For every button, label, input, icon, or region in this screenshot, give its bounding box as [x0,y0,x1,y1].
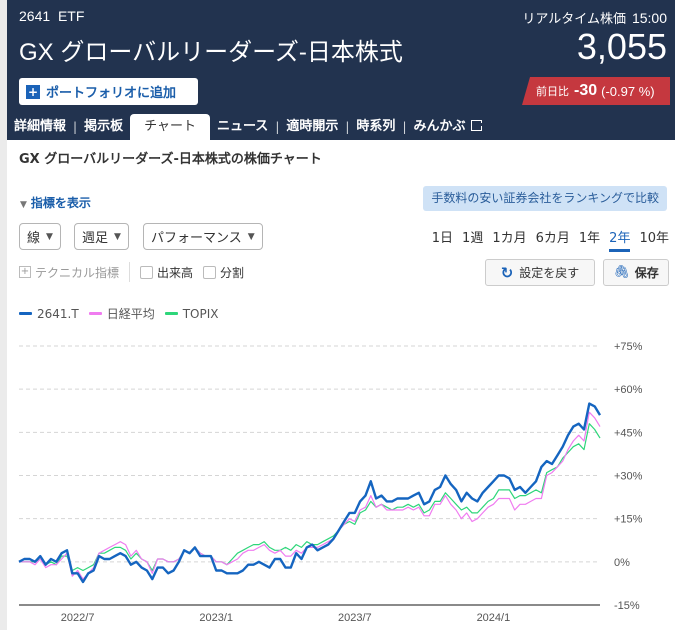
chart-type-select[interactable]: 線 ▼ [19,223,61,250]
stock-name: GX グローバルリーダーズ-日本株式 [19,39,403,66]
caret-down-icon: ▼ [247,231,255,242]
performance-chart[interactable]: +75% +60% +45% +30% +15% 0% -15% 2022/7 2023/1 20… [7,330,675,630]
range-10y[interactable]: 10年 [639,231,669,246]
caret-down-icon: ▼ [46,231,53,242]
range-1w[interactable]: 1週 [462,231,484,246]
legend-swatch [88,312,102,315]
reset-label: 設定を戻す [519,266,580,280]
legend-swatch [19,312,32,315]
tab-news[interactable]: ニュース [216,119,269,134]
range-selector: 1日 1週 1カ月 6カ月 1年 2年 10年 [431,227,669,252]
paperclip-icon: 🖇 [613,265,630,280]
range-1y[interactable]: 1年 [578,231,601,246]
broker-ranking-button[interactable]: 手数料の安い証券会社をランキングで比較 [423,186,667,211]
range-1d[interactable]: 1日 [431,231,454,246]
add-portfolio-button[interactable]: + ポートフォリオに追加 [19,78,198,105]
refresh-icon: ↻ [500,263,514,282]
volume-label: 出来高 [157,265,194,280]
y-axis-tick: +30% [614,471,643,483]
tab-separator: | [345,120,350,134]
range-6m[interactable]: 6カ月 [535,231,570,246]
checkbox-icon [140,265,154,279]
show-indicators-toggle[interactable]: ▼ 指標を表示 [20,194,91,211]
tab-minkabu[interactable]: みんかぶ [406,114,488,140]
interval-select[interactable]: 週足 ▼ [74,223,129,250]
y-axis-tick: -15% [614,600,640,612]
price-time: 15:00 [631,10,667,26]
tab-details[interactable]: 詳細情報 [14,119,67,134]
tab-minkabu-label: みんかぶ [413,119,466,134]
reset-settings-button[interactable]: ↻ 設定を戻す [485,259,595,286]
divider [129,262,131,282]
tab-disclosure[interactable]: 適時開示 [286,119,339,134]
change-label: 前日比 [536,85,569,98]
x-axis-tick: 2022/7 [61,612,95,624]
tab-chart[interactable]: チャート [130,114,210,140]
show-indicators-label: 指標を表示 [30,196,91,210]
tab-separator: | [402,120,407,134]
y-axis-tick: +75% [614,341,643,353]
stock-code: 2641 ETF [19,8,85,24]
series-line-2 [19,423,601,572]
tab-separator: | [73,120,78,134]
series-line-1 [19,411,601,580]
plus-icon: + [26,84,40,99]
x-axis-tick: 2023/1 [199,612,233,624]
mode-select[interactable]: パフォーマンス ▼ [143,223,263,250]
legend-swatch [164,312,178,315]
x-axis-tick: 2024/1 [477,612,511,624]
save-label: 保存 [634,266,659,280]
market-label: ETF [57,8,85,24]
legend-item-topix[interactable]: TOPIX [164,306,219,321]
tab-bar: 詳細情報 | 掲示板 チャート ニュース | 適時開示 | 時系列 | みんかぶ [7,114,489,140]
interval-value: 週足 [82,231,109,246]
chart-title: GX グローバルリーダーズ-日本株式の株価チャート [19,152,322,167]
mode-value: パフォーマンス [151,231,242,246]
split-label: 分割 [220,265,245,280]
split-checkbox[interactable]: 分割 [203,264,244,281]
chart-legend: 2641.T 日経平均 TOPIX [19,305,218,322]
change-value: -30 [574,82,598,99]
save-button[interactable]: 🖇 保存 [603,259,669,286]
legend-item-2641[interactable]: 2641.T [19,307,79,321]
legend-item-nikkei[interactable]: 日経平均 [88,305,155,322]
caret-down-icon: ▼ [114,231,121,242]
checkbox-icon [203,265,217,279]
tab-board[interactable]: 掲示板 [84,119,124,134]
y-axis-tick: +60% [614,384,643,396]
legend-label: 2641.T [37,306,79,321]
current-price: 3,055 [576,26,667,67]
y-axis-tick: +15% [614,514,643,526]
series-line-0 [18,402,602,584]
technical-label: テクニカル指標 [35,265,120,280]
y-axis-tick: +45% [614,427,643,439]
chart-type-value: 線 [27,231,41,246]
legend-label: TOPIX [182,306,219,321]
external-link-icon [470,120,484,131]
tab-timeseries[interactable]: 時系列 [356,119,396,134]
change-badge: 前日比 -30 (-0.97 %) [522,77,670,105]
y-axis-tick: 0% [614,557,630,569]
page: 2641 ETF GX グローバルリーダーズ-日本株式 リアルタイム株価 15:0… [7,0,675,630]
add-portfolio-label: ポートフォリオに追加 [46,86,177,101]
volume-checkbox[interactable]: 出来高 [140,264,193,281]
range-2y[interactable]: 2年 [609,227,631,252]
x-axis-tick: 2023/7 [338,612,372,624]
chart-options: + テクニカル指標 出来高 分割 [19,262,254,282]
technical-indicator-button[interactable]: + テクニカル指標 [19,264,119,281]
change-percent: (-0.97 %) [601,83,655,99]
legend-label: 日経平均 [106,307,155,321]
realtime-label: リアルタイム株価 15:00 [522,10,667,27]
plus-box-icon: + [19,266,31,278]
tab-separator: | [275,120,280,134]
left-gutter [0,0,7,630]
triangle-down-icon: ▼ [20,200,27,210]
range-1m[interactable]: 1カ月 [492,231,527,246]
stock-header: 2641 ETF GX グローバルリーダーズ-日本株式 リアルタイム株価 15:0… [7,0,675,140]
